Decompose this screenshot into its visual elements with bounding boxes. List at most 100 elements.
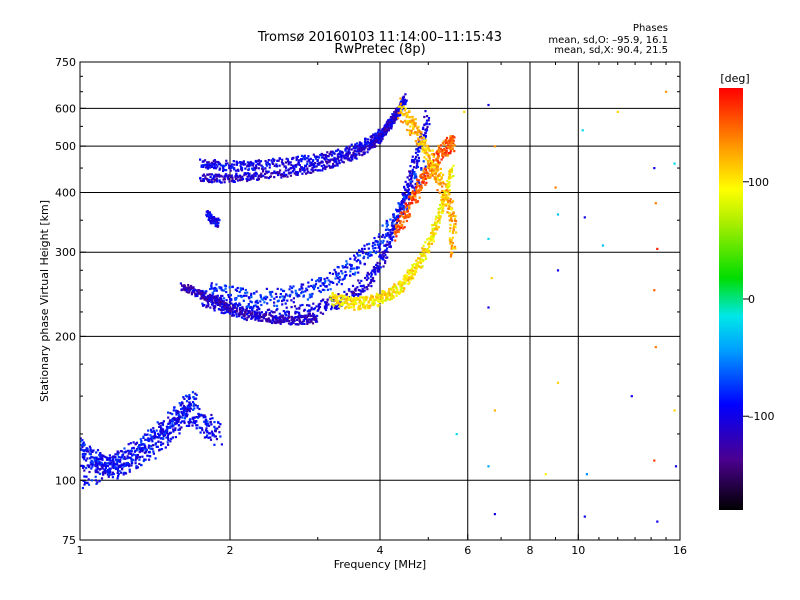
echo-point: [210, 287, 213, 290]
echo-point: [391, 219, 394, 222]
echo-point: [111, 471, 114, 474]
echo-point: [222, 166, 225, 169]
echo-point: [408, 269, 411, 272]
echo-point: [164, 446, 167, 449]
echo-point: [404, 100, 407, 103]
echo-point: [390, 127, 393, 130]
echo-point: [585, 473, 588, 476]
echo-point: [391, 113, 394, 116]
echo-point: [335, 301, 339, 304]
echo-point: [386, 125, 389, 129]
echo-point: [281, 299, 284, 303]
echo-point: [128, 470, 131, 473]
echo-point: [444, 183, 447, 186]
echo-point: [206, 301, 209, 304]
echo-point: [366, 138, 369, 141]
echo-point: [375, 263, 378, 266]
info-heading: Phases: [633, 23, 668, 34]
echo-point: [148, 439, 151, 442]
echo-point: [385, 296, 388, 299]
echo-point: [301, 320, 304, 323]
echo-point: [204, 163, 207, 166]
echo-point: [329, 295, 332, 298]
echo-point: [445, 195, 448, 198]
echo-point: [322, 153, 325, 157]
echo-point: [398, 228, 401, 231]
echo-point: [336, 273, 339, 277]
echo-point: [186, 408, 189, 411]
echo-point: [288, 316, 291, 319]
echo-point: [221, 164, 224, 167]
echo-point: [186, 410, 189, 413]
echo-point: [148, 438, 151, 441]
echo-point: [142, 459, 145, 463]
echo-point: [420, 175, 423, 179]
echo-point: [325, 306, 328, 309]
echo-point: [419, 145, 422, 149]
echo-point: [413, 273, 416, 276]
echo-point: [412, 198, 415, 201]
echo-point: [300, 283, 303, 286]
echo-point: [408, 204, 411, 208]
echo-point: [331, 292, 334, 295]
echo-point: [188, 407, 191, 410]
echo-point: [448, 239, 451, 242]
echo-point: [211, 218, 214, 221]
echo-point: [210, 215, 213, 218]
echo-point: [442, 196, 446, 199]
echo-point: [414, 266, 417, 269]
echo-point: [410, 197, 413, 200]
echo-point: [117, 473, 120, 476]
echo-point: [385, 123, 388, 126]
echo-point: [408, 109, 411, 113]
echo-point: [357, 271, 360, 274]
echo-point: [345, 305, 348, 308]
echo-point: [381, 128, 384, 131]
echo-point: [227, 178, 230, 181]
echo-point: [436, 170, 439, 173]
echo-point: [313, 165, 316, 168]
echo-point: [189, 407, 193, 410]
echo-point: [183, 286, 186, 289]
echo-point: [402, 211, 405, 214]
echo-point: [207, 164, 210, 167]
echo-point: [177, 414, 181, 418]
echo-point: [366, 256, 370, 259]
echo-point: [273, 176, 276, 179]
echo-point: [419, 173, 422, 177]
echo-point: [214, 305, 217, 308]
echo-point: [330, 280, 333, 284]
echo-point: [247, 315, 250, 318]
echo-point: [175, 419, 178, 423]
echo-point: [308, 321, 311, 324]
echo-point: [276, 159, 279, 162]
echo-point: [189, 420, 192, 423]
echo-point: [202, 160, 205, 163]
echo-point: [289, 174, 292, 177]
echo-point: [453, 150, 456, 153]
echo-point: [451, 140, 454, 144]
echo-point: [380, 255, 383, 258]
echo-point: [362, 257, 365, 260]
echo-point: [231, 310, 234, 313]
echo-point: [296, 171, 299, 174]
echo-point: [179, 282, 182, 285]
echo-point: [358, 143, 361, 146]
echo-point: [294, 312, 297, 315]
echo-point: [219, 304, 222, 307]
echo-point: [450, 218, 453, 221]
echo-point: [416, 160, 419, 163]
echo-point: [80, 464, 83, 467]
echo-point: [452, 227, 455, 230]
echo-point: [114, 456, 117, 459]
echo-point: [363, 306, 366, 309]
echo-point: [251, 311, 254, 314]
echo-point: [357, 258, 360, 262]
echo-point: [345, 156, 348, 159]
echo-point: [220, 294, 223, 298]
echo-point: [343, 276, 346, 279]
echo-point: [284, 302, 287, 305]
echo-point: [368, 306, 371, 309]
echo-point: [278, 318, 281, 321]
echo-point: [410, 274, 413, 278]
